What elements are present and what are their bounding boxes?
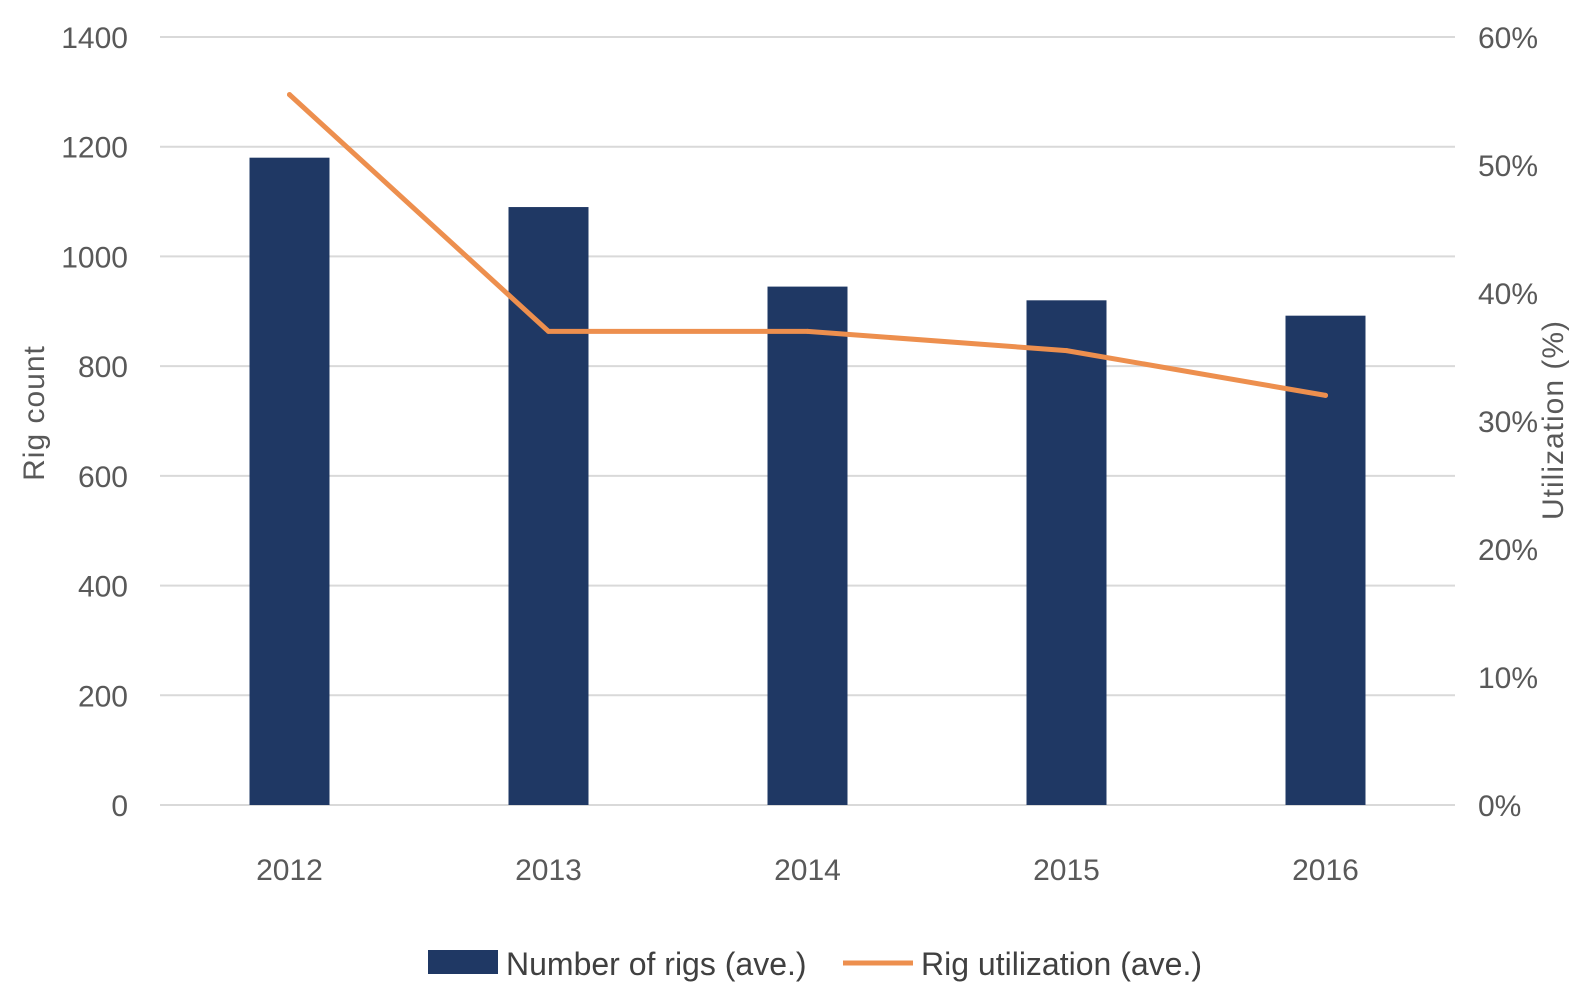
right-axis-title: Utilization (%): [1537, 320, 1570, 520]
right-tick-label: 30%: [1478, 406, 1538, 439]
legend-label-line: Rig utilization (ave.): [921, 946, 1202, 982]
left-axis-ticks: 0 200 400 600 800 1000 1200 1400: [61, 22, 128, 823]
right-tick-label: 60%: [1478, 22, 1538, 55]
right-axis-ticks: 0% 10% 20% 30% 40% 50% 60%: [1478, 22, 1538, 823]
x-tick-label: 2013: [515, 854, 582, 887]
x-tick-label: 2012: [256, 854, 323, 887]
left-tick-label: 0: [111, 790, 128, 823]
line-point: [1323, 392, 1328, 398]
left-tick-label: 1200: [61, 132, 128, 165]
right-tick-label: 50%: [1478, 150, 1538, 183]
x-tick-label: 2016: [1292, 854, 1359, 887]
line-point: [287, 92, 292, 98]
bar: [508, 207, 589, 806]
legend-swatch-bars: [428, 950, 498, 974]
left-tick-label: 800: [78, 351, 128, 384]
left-tick-label: 1400: [61, 22, 128, 55]
left-tick-label: 200: [78, 680, 128, 713]
bar: [249, 157, 330, 805]
bar-series: [249, 157, 1366, 806]
left-axis-title: Rig count: [18, 345, 51, 481]
bar: [1026, 300, 1107, 805]
line-point: [805, 328, 810, 334]
line-point: [1064, 348, 1069, 354]
left-tick-label: 1000: [61, 241, 128, 274]
legend: Number of rigs (ave.) Rig utilization (a…: [428, 946, 1202, 982]
legend-label-bars: Number of rigs (ave.): [506, 946, 807, 982]
right-tick-label: 0%: [1478, 790, 1521, 823]
right-tick-label: 20%: [1478, 534, 1538, 567]
left-tick-label: 600: [78, 461, 128, 494]
right-tick-label: 40%: [1478, 278, 1538, 311]
x-tick-label: 2014: [774, 854, 841, 887]
x-axis-ticks: 2012 2013 2014 2015 2016: [256, 854, 1359, 887]
left-tick-label: 400: [78, 571, 128, 604]
bar: [767, 286, 848, 806]
line-series: [287, 92, 1328, 398]
right-tick-label: 10%: [1478, 662, 1538, 695]
line-point: [546, 328, 551, 334]
x-tick-label: 2015: [1033, 854, 1100, 887]
